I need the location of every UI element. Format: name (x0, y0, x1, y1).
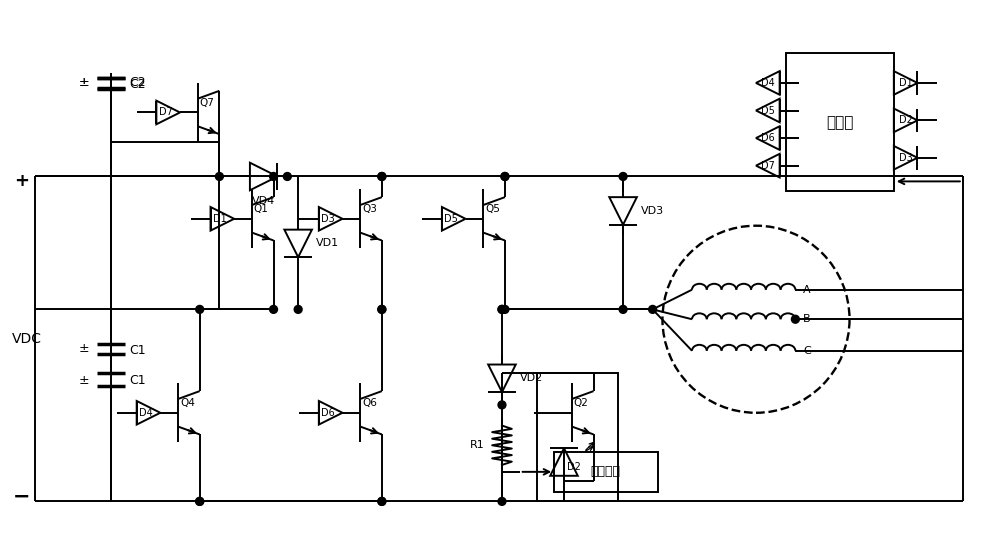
Circle shape (196, 306, 204, 313)
Circle shape (378, 173, 386, 180)
Circle shape (283, 173, 291, 180)
Text: C1: C1 (129, 374, 145, 387)
Text: A: A (803, 285, 811, 295)
Text: Q3: Q3 (362, 204, 377, 214)
Bar (537, 373, 618, 502)
Bar (554, 452, 658, 492)
Text: ±: ± (78, 76, 89, 89)
Text: VD2: VD2 (520, 373, 543, 384)
Circle shape (378, 306, 386, 313)
Circle shape (791, 315, 799, 323)
Text: D1: D1 (899, 78, 913, 88)
Text: D6: D6 (321, 408, 335, 418)
Circle shape (378, 497, 386, 505)
Circle shape (270, 306, 277, 313)
Text: C2: C2 (129, 78, 145, 91)
Text: D5: D5 (444, 214, 458, 224)
Text: ±: ± (78, 374, 89, 387)
Text: B: B (803, 314, 811, 324)
Text: D4: D4 (761, 78, 775, 88)
Text: Q1: Q1 (254, 204, 269, 214)
Circle shape (498, 306, 506, 313)
Text: D3: D3 (899, 153, 913, 163)
Circle shape (215, 173, 223, 180)
Text: Q7: Q7 (200, 97, 215, 108)
Text: VD1: VD1 (316, 239, 339, 248)
Text: VDC: VDC (12, 332, 42, 346)
Circle shape (498, 497, 506, 505)
Text: Q5: Q5 (485, 204, 500, 214)
Text: C1: C1 (129, 344, 145, 357)
Text: −: − (13, 486, 30, 506)
Text: VD3: VD3 (641, 206, 664, 216)
Text: D5: D5 (761, 105, 775, 115)
Circle shape (498, 401, 506, 409)
Circle shape (378, 173, 386, 180)
Text: Q6: Q6 (362, 398, 377, 408)
Text: D1: D1 (213, 214, 227, 224)
Text: +: + (14, 173, 29, 190)
Polygon shape (77, 334, 160, 413)
Text: Q4: Q4 (180, 398, 195, 408)
Circle shape (501, 173, 509, 180)
Text: C: C (803, 346, 811, 356)
Text: VD4: VD4 (252, 196, 275, 206)
Circle shape (378, 306, 386, 313)
Text: D4: D4 (139, 408, 153, 418)
Text: ±: ± (78, 76, 89, 89)
Bar (786, 54, 894, 191)
Text: D7: D7 (761, 161, 775, 170)
Text: D3: D3 (321, 214, 335, 224)
Text: C2: C2 (129, 76, 145, 89)
Text: D2: D2 (899, 115, 913, 126)
Text: R1: R1 (469, 440, 484, 450)
Circle shape (270, 173, 277, 180)
Text: 放大电路: 放大电路 (591, 465, 621, 478)
Text: D2: D2 (567, 462, 581, 472)
Text: Q2: Q2 (574, 398, 589, 408)
Circle shape (196, 497, 204, 505)
Text: D7: D7 (159, 108, 173, 117)
Circle shape (619, 173, 627, 180)
Text: ±: ± (78, 342, 89, 355)
Circle shape (501, 173, 509, 180)
Circle shape (501, 306, 509, 313)
Circle shape (196, 497, 204, 505)
Circle shape (378, 497, 386, 505)
Circle shape (498, 306, 506, 313)
Circle shape (619, 306, 627, 313)
Circle shape (294, 306, 302, 313)
Text: D6: D6 (761, 133, 775, 143)
Text: 单片机: 单片机 (826, 115, 853, 130)
Circle shape (649, 306, 657, 313)
